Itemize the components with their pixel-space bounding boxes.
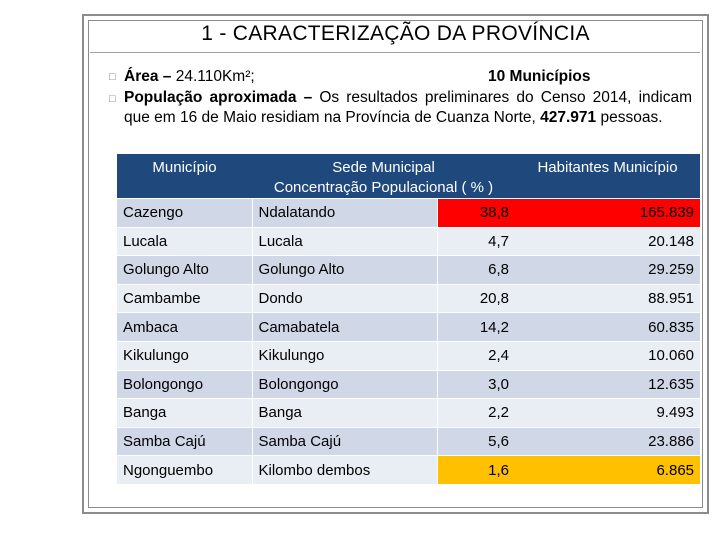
bullet-checkbox-icon: □	[109, 71, 116, 83]
cell-municipio: Samba Cajú	[117, 426, 253, 456]
population-value: 427.971	[540, 109, 597, 126]
cell-concentracao: 1,6	[437, 455, 516, 485]
cell-concentracao: 14,2	[437, 312, 516, 342]
cell-municipio: Ngonguembo	[117, 455, 253, 485]
table-row: Banga Banga 2,2 9.493	[117, 398, 701, 428]
table-row: Samba Cajú Samba Cajú 5,6 23.886	[117, 426, 701, 456]
municipios-table: Município Sede Municipal Concentração Po…	[117, 154, 701, 485]
cell-municipio: Ambaca	[117, 312, 253, 342]
cell-municipio: Cazengo	[117, 198, 253, 228]
area-value: 24.110Km²;	[171, 68, 255, 85]
header-habitantes: Habitantes Município	[515, 154, 701, 199]
slide-title: 1 - CARACTERIZAÇÃO DA PROVÍNCIA	[201, 22, 590, 45]
cell-habitantes: 23.886	[515, 426, 701, 456]
header-municipio: Município	[117, 154, 252, 199]
header-sede-line2: Concentração Populacional ( % )	[273, 179, 494, 196]
table-row: Ambaca Camabatela 14,2 60.835	[117, 312, 701, 342]
slide-frame-outer	[82, 14, 709, 514]
table-row: Ngonguembo Kilombo dembos 1,6 6.865	[117, 455, 701, 485]
bullet-population: População aproximada – Os resultados pre…	[124, 88, 692, 128]
table-row: Golungo Alto Golungo Alto 6,8 29.259	[117, 255, 701, 285]
header-sede: Sede Municipal Concentração Populacional…	[252, 154, 516, 199]
cell-sede: Camabatela	[252, 312, 438, 342]
bullet-checkbox-icon: □	[109, 93, 116, 105]
cell-habitantes: 29.259	[515, 255, 701, 285]
cell-concentracao: 3,0	[437, 369, 516, 399]
cell-municipio: Lucala	[117, 226, 253, 256]
area-label: Área –	[124, 68, 172, 85]
cell-sede: Ndalatando	[252, 198, 438, 228]
cell-habitantes: 10.060	[515, 340, 701, 371]
cell-habitantes: 60.835	[515, 312, 701, 342]
cell-sede: Dondo	[252, 283, 438, 313]
header-sede-line1: Sede Municipal	[332, 159, 435, 176]
cell-concentracao: 6,8	[437, 255, 516, 285]
cell-concentracao: 38,8	[437, 198, 516, 228]
slide-frame-inner	[88, 20, 703, 508]
table-row: Cambambe Dondo 20,8 88.951	[117, 283, 701, 313]
cell-concentracao: 5,6	[437, 426, 516, 456]
cell-municipio: Kikulungo	[117, 340, 253, 371]
cell-habitantes: 88.951	[515, 283, 701, 313]
cell-habitantes: 9.493	[515, 398, 701, 428]
cell-municipio: Bolongongo	[117, 369, 253, 399]
cell-habitantes: 20.148	[515, 226, 701, 256]
cell-sede: Bolongongo	[252, 369, 438, 399]
bullet-area: Área – 24.110Km²; 10 Municípios	[124, 67, 692, 87]
population-text: Os resultados preliminares do Censo 2014…	[124, 89, 692, 126]
cell-habitantes: 12.635	[515, 369, 701, 399]
title-divider	[90, 52, 700, 53]
cell-municipio: Cambambe	[117, 283, 253, 313]
table-row: Cazengo Ndalatando 38,8 165.839	[117, 198, 701, 228]
cell-sede: Golungo Alto	[252, 255, 438, 285]
table-row: Lucala Lucala 4,7 20.148	[117, 226, 701, 256]
cell-habitantes: 165.839	[515, 198, 701, 228]
table-row: Bolongongo Bolongongo 3,0 12.635	[117, 369, 701, 399]
municipios-count: 10 Municípios	[488, 68, 591, 85]
cell-concentracao: 2,4	[437, 340, 516, 371]
cell-sede: Samba Cajú	[252, 426, 438, 456]
cell-concentracao: 20,8	[437, 283, 516, 313]
cell-sede: Kikulungo	[252, 340, 438, 371]
cell-habitantes: 6.865	[515, 455, 701, 485]
cell-municipio: Banga	[117, 398, 253, 428]
cell-municipio: Golungo Alto	[117, 255, 253, 285]
cell-concentracao: 2,2	[437, 398, 516, 428]
table-row: Kikulungo Kikulungo 2,4 10.060	[117, 340, 701, 371]
population-label: População aproximada –	[124, 89, 313, 106]
cell-sede: Kilombo dembos	[252, 455, 438, 485]
cell-concentracao: 4,7	[437, 226, 516, 256]
table-header-row: Município Sede Municipal Concentração Po…	[117, 154, 701, 199]
cell-sede: Banga	[252, 398, 438, 428]
cell-sede: Lucala	[252, 226, 438, 256]
population-text-end: pessoas.	[596, 109, 663, 126]
